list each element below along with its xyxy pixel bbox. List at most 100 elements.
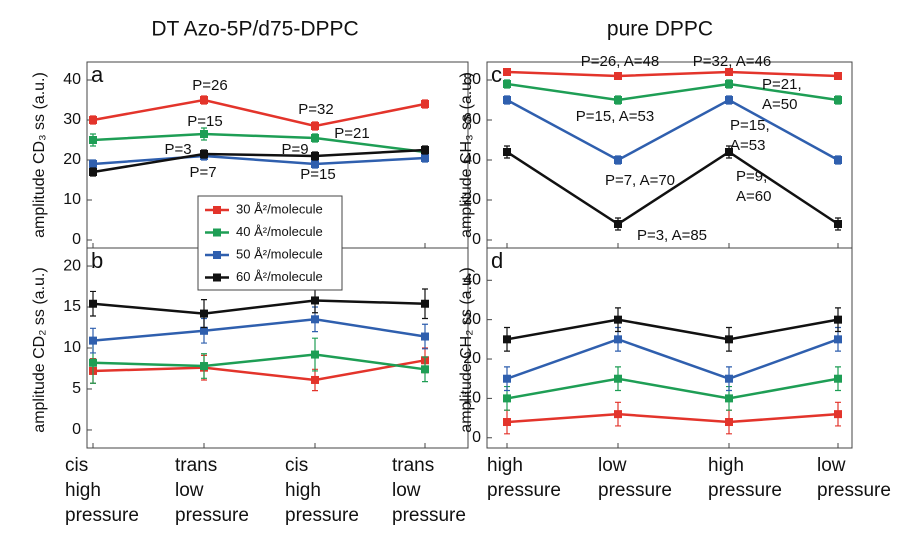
annotation: P=9 <box>281 141 308 158</box>
y-axis-label: amplitude CD₃ ss (a.u.) <box>31 72 48 238</box>
panel-label: b <box>91 248 103 273</box>
legend-swatch <box>213 251 221 259</box>
data-point <box>725 394 733 403</box>
y-tick-label: 20 <box>63 151 81 168</box>
data-point <box>200 362 208 371</box>
annotation: P=26, A=48 <box>581 53 659 70</box>
y-tick-label: 0 <box>472 231 481 248</box>
y-tick-label: 20 <box>63 257 81 274</box>
data-point <box>614 72 622 80</box>
series-line <box>506 82 839 102</box>
data-point <box>834 410 842 419</box>
annotation: P=3 <box>164 141 191 158</box>
y-tick-label: 80 <box>463 71 481 88</box>
x-tick-label: high <box>65 480 101 501</box>
data-point <box>725 418 733 427</box>
y-tick-label: 40 <box>463 151 481 168</box>
data-point <box>614 335 622 344</box>
data-point <box>503 394 511 403</box>
column-title: pure DPPC <box>607 18 713 41</box>
data-point <box>614 220 622 228</box>
panel-label: d <box>491 248 503 273</box>
data-point <box>725 80 733 88</box>
data-point <box>311 350 319 359</box>
series-line <box>92 359 426 382</box>
legend-label: 30 Å²/molecule <box>236 201 323 216</box>
annotation: P=7, A=70 <box>605 172 675 189</box>
data-point <box>200 96 208 104</box>
data-point <box>834 374 842 383</box>
series-line <box>506 377 839 400</box>
annotation: P=26 <box>192 77 227 94</box>
annotation: P=32, A=46 <box>693 53 771 70</box>
data-point <box>503 335 511 344</box>
series-line <box>506 70 839 78</box>
data-point <box>725 374 733 383</box>
x-tick-label: high <box>708 455 744 476</box>
y-axis-label: amplitude CH₂ ss (a.u.) <box>458 267 475 432</box>
x-tick-label: trans <box>392 455 434 476</box>
data-point <box>421 365 429 374</box>
data-point <box>614 96 622 104</box>
series-line <box>92 148 426 174</box>
data-point <box>725 68 733 76</box>
x-tick-label: pressure <box>285 505 359 526</box>
y-tick-label: 30 <box>63 111 81 128</box>
series-line <box>506 98 839 162</box>
data-point <box>725 96 733 104</box>
annotation: P=32 <box>298 101 333 118</box>
series-line <box>92 154 426 166</box>
annotation: P=21, <box>762 76 802 93</box>
series-line <box>92 132 426 154</box>
x-tick-label: pressure <box>175 505 249 526</box>
legend-swatch <box>213 273 221 282</box>
y-tick-label: 20 <box>463 191 481 208</box>
annotation: P=21 <box>334 125 369 142</box>
data-point <box>421 332 429 341</box>
data-point <box>725 148 733 156</box>
y-tick-label: 40 <box>63 71 81 88</box>
data-point <box>311 122 319 130</box>
data-point <box>200 309 208 318</box>
data-point <box>614 374 622 383</box>
data-point <box>421 146 429 154</box>
data-point <box>89 136 97 144</box>
data-point <box>89 358 97 367</box>
legend-label: 60 Å²/molecule <box>236 269 323 284</box>
data-point <box>503 148 511 156</box>
x-tick-label: low <box>598 455 627 476</box>
x-tick-label: low <box>392 480 421 501</box>
data-point <box>421 100 429 108</box>
annotation: A=53 <box>730 137 765 154</box>
panel-label: a <box>91 62 104 87</box>
x-tick-label: pressure <box>392 505 466 526</box>
annotation: P=7 <box>189 164 216 181</box>
legend: 30 Å²/molecule 40 Å²/molecule 50 Å²/molecu… <box>197 195 343 291</box>
y-tick-label: 20 <box>463 350 481 367</box>
data-point <box>614 410 622 419</box>
annotation: P=15 <box>300 166 335 183</box>
annotation: A=50 <box>762 96 797 113</box>
data-point <box>834 335 842 344</box>
data-point <box>89 160 97 168</box>
series-line <box>92 318 426 342</box>
data-point <box>200 150 208 158</box>
data-point <box>311 315 319 324</box>
series-line <box>506 412 839 424</box>
legend-label: 50 Å²/molecule <box>236 246 323 261</box>
data-point <box>503 418 511 427</box>
x-tick-label: cis <box>285 455 308 476</box>
y-tick-label: 40 <box>463 272 481 289</box>
legend-box <box>197 195 343 291</box>
x-tick-label: low <box>175 480 204 501</box>
data-point <box>503 374 511 383</box>
data-point <box>89 299 97 308</box>
legend-swatch <box>213 228 221 237</box>
y-tick-label: 0 <box>72 421 81 438</box>
data-point <box>311 152 319 160</box>
y-axis-label: amplitude CD₂ ss (a.u.) <box>31 267 48 432</box>
data-point <box>421 299 429 308</box>
panel-frame <box>486 247 853 449</box>
series-line <box>506 150 839 226</box>
